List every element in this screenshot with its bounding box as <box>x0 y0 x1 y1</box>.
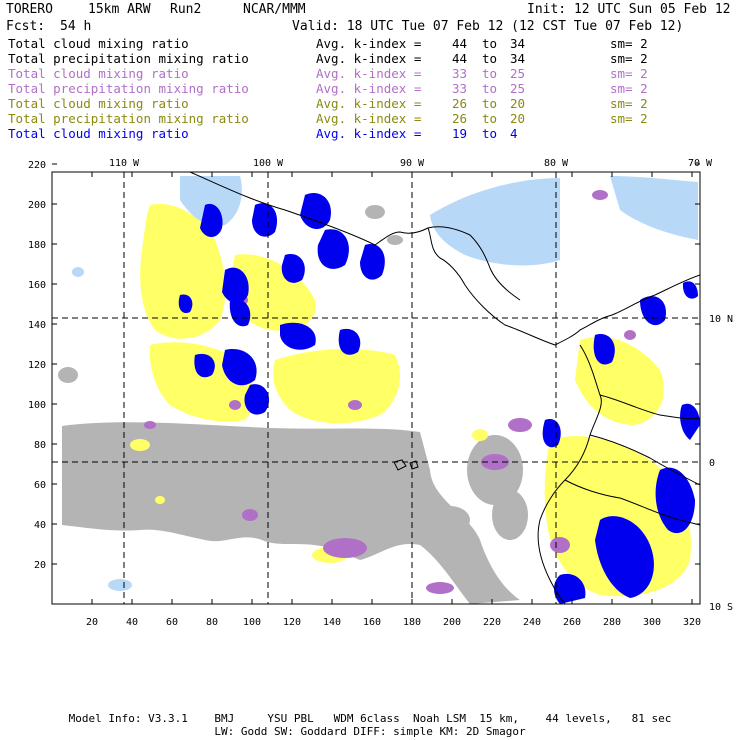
valid-time: Valid: 18 UTC Tue 07 Feb 12 (12 CST Tue … <box>292 19 684 34</box>
x-axis-tick-labels: 20 40 60 80 100 120 140 160 180 200 220 240 260 280 30… <box>86 617 701 628</box>
legend-index-label: Avg. k-index = <box>316 96 422 111</box>
legend-from: 26 <box>452 111 468 126</box>
legend-sm: sm= 2 <box>610 36 648 51</box>
legend-to: 25 <box>510 66 526 81</box>
forecast-hours: 54 h <box>60 19 92 34</box>
legend-index-label: Avg. k-index = <box>316 36 422 51</box>
y-tick-label: 60 <box>34 480 46 491</box>
legend-sm: sm= 2 <box>610 51 648 66</box>
physics-info: LW: Godd SW: Goddard DIFF: simple KM: 2D… <box>214 725 526 738</box>
y-tick-label: 160 <box>28 280 46 291</box>
legend-field: Total cloud mixing ratio <box>8 36 189 51</box>
legend-from: 33 <box>452 66 468 81</box>
legend-to: 34 <box>510 51 526 66</box>
y-tick-label: 120 <box>28 360 46 371</box>
legend-index-label: Avg. k-index = <box>316 126 422 141</box>
x-tick-label: 120 <box>283 617 301 628</box>
cloud-fields <box>58 176 700 604</box>
legend-to-word: to <box>482 66 498 81</box>
y-axis-tick-labels: 20 40 60 80 100 120 140 160 180 200 220 <box>28 160 46 571</box>
x-tick-label: 300 <box>643 617 661 628</box>
legend-from: 19 <box>452 126 468 141</box>
init-time: Init: 12 UTC Sun 05 Feb 12 <box>527 2 731 17</box>
legend-to: 34 <box>510 36 526 51</box>
legend-to: 20 <box>510 96 526 111</box>
legend-to-word: to <box>482 126 498 141</box>
longitude-labels: 110 W 100 W 90 W 80 W 70 W <box>109 158 713 169</box>
x-tick-label: 160 <box>363 617 381 628</box>
legend-index-label: Avg. k-index = <box>316 66 422 81</box>
model-resolution: 15km ARW <box>88 2 151 17</box>
y-tick-label: 200 <box>28 200 46 211</box>
lat-lon-grid <box>52 172 700 604</box>
y-tick-label: 140 <box>28 320 46 331</box>
legend-to-word: to <box>482 51 498 66</box>
x-tick-label: 80 <box>206 617 218 628</box>
legend-sm: sm= 2 <box>610 81 648 96</box>
model-info: Model Info: V3.3.1 BMJ YSU PBL WDM 6clas… <box>68 712 672 725</box>
legend-from: 44 <box>452 36 468 51</box>
lon-label-90w: 90 W <box>400 158 425 169</box>
legend-to-word: to <box>482 111 498 126</box>
legend-field: Total cloud mixing ratio <box>8 96 189 111</box>
lon-label-110w: 110 W <box>109 158 140 169</box>
legend-to: 20 <box>510 111 526 126</box>
legend-field: Total cloud mixing ratio <box>8 66 189 81</box>
legend-to-word: to <box>482 81 498 96</box>
coastlines <box>189 172 700 604</box>
lon-label-70w: 70 W <box>688 158 713 169</box>
legend-sm: sm= 2 <box>610 111 648 126</box>
x-tick-label: 220 <box>483 617 501 628</box>
model-name: TORERO <box>6 2 53 17</box>
legend-from: 44 <box>452 51 468 66</box>
forecast-label: Fcst: <box>6 19 46 34</box>
y-tick-label: 100 <box>28 400 46 411</box>
legend-to: 4 <box>510 126 518 141</box>
legend-field: Total precipitation mixing ratio <box>8 111 249 126</box>
legend-index-label: Avg. k-index = <box>316 111 422 126</box>
lon-label-80w: 80 W <box>544 158 569 169</box>
legend-sm: sm= 2 <box>610 66 648 81</box>
x-tick-label: 180 <box>403 617 421 628</box>
lat-label-equator: 0 <box>709 458 715 469</box>
run-label: Run2 <box>170 2 202 17</box>
latitude-labels: 10 N 0 10 S <box>709 314 733 613</box>
legend-index-label: Avg. k-index = <box>316 51 422 66</box>
lon-label-100w: 100 W <box>253 158 284 169</box>
legend-to: 25 <box>510 81 526 96</box>
legend-from: 26 <box>452 96 468 111</box>
map-frame <box>51 171 701 605</box>
y-tick-label: 40 <box>34 520 46 531</box>
x-tick-label: 40 <box>126 617 138 628</box>
x-tick-label: 320 <box>683 617 701 628</box>
x-tick-label: 20 <box>86 617 98 628</box>
legend-to-word: to <box>482 96 498 111</box>
legend-sm: sm= 2 <box>610 96 648 111</box>
yellow-cloud-areas <box>130 204 691 597</box>
x-tick-label: 280 <box>603 617 621 628</box>
x-tick-label: 140 <box>323 617 341 628</box>
legend-field: Total cloud mixing ratio <box>8 126 189 141</box>
y-tick-label: 220 <box>28 160 46 171</box>
x-tick-label: 60 <box>166 617 178 628</box>
legend-field: Total precipitation mixing ratio <box>8 51 249 66</box>
y-tick-label: 80 <box>34 440 46 451</box>
x-tick-label: 260 <box>563 617 581 628</box>
y-tick-label: 180 <box>28 240 46 251</box>
y-axis-ticks <box>52 163 700 565</box>
x-tick-label: 200 <box>443 617 461 628</box>
legend-field: Total precipitation mixing ratio <box>8 81 249 96</box>
lat-label-10s: 10 S <box>709 602 733 613</box>
x-axis-ticks <box>91 172 693 604</box>
x-tick-label: 240 <box>523 617 541 628</box>
organization: NCAR/MMM <box>243 2 306 17</box>
y-tick-label: 20 <box>34 560 46 571</box>
legend-from: 33 <box>452 81 468 96</box>
lat-label-10n: 10 N <box>709 314 733 325</box>
legend-to-word: to <box>482 36 498 51</box>
purple-cloud-patches <box>144 190 636 594</box>
legend-index-label: Avg. k-index = <box>316 81 422 96</box>
x-tick-label: 100 <box>243 617 261 628</box>
